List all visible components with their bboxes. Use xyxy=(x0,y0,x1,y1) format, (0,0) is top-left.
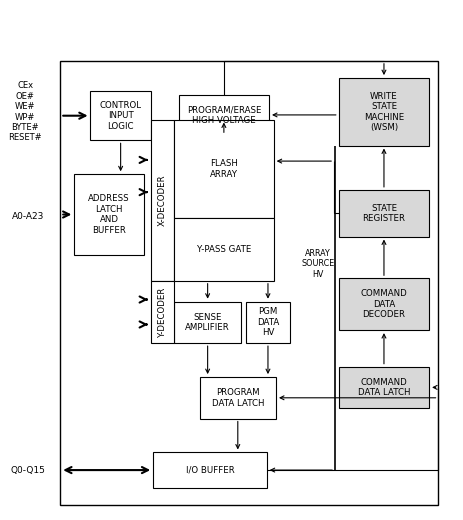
Text: X-DECODER: X-DECODER xyxy=(157,174,167,226)
Text: PROGRAM
DATA LATCH: PROGRAM DATA LATCH xyxy=(211,388,263,408)
Text: COMMAND
DATA LATCH: COMMAND DATA LATCH xyxy=(357,378,409,397)
Text: CEx
OE#
WE#
WP#
BYTE#
RESET#: CEx OE# WE# WP# BYTE# RESET# xyxy=(8,81,42,142)
Text: Y-DECODER: Y-DECODER xyxy=(157,287,167,337)
Bar xyxy=(150,281,174,343)
Bar xyxy=(178,95,269,135)
Text: COMMAND
DATA
DECODER: COMMAND DATA DECODER xyxy=(360,289,407,319)
Bar xyxy=(174,120,273,218)
Bar xyxy=(338,278,428,330)
Text: STATE
REGISTER: STATE REGISTER xyxy=(362,203,405,223)
Text: A0-A23: A0-A23 xyxy=(12,212,44,222)
Bar xyxy=(338,367,428,408)
Bar xyxy=(74,174,144,255)
Text: ARRAY
SOURCE
HV: ARRAY SOURCE HV xyxy=(301,249,334,279)
Text: Y-PASS GATE: Y-PASS GATE xyxy=(196,245,250,254)
Text: Q0-Q15: Q0-Q15 xyxy=(10,466,45,475)
Bar xyxy=(153,452,266,488)
Bar xyxy=(199,377,275,419)
Text: ADDRESS
LATCH
AND
BUFFER: ADDRESS LATCH AND BUFFER xyxy=(88,194,130,235)
Bar xyxy=(90,91,150,140)
Bar xyxy=(174,218,273,281)
Bar xyxy=(338,78,428,146)
Text: WRITE
STATE
MACHINE
(WSM): WRITE STATE MACHINE (WSM) xyxy=(363,92,403,132)
Text: PGM
DATA
HV: PGM DATA HV xyxy=(257,307,278,337)
Bar xyxy=(338,190,428,237)
Bar xyxy=(174,302,241,343)
Text: SENSE
AMPLIFIER: SENSE AMPLIFIER xyxy=(185,313,230,332)
Bar xyxy=(245,302,289,343)
Bar xyxy=(60,61,438,505)
Text: I/O BUFFER: I/O BUFFER xyxy=(185,465,234,475)
Text: PROGRAM/ERASE
HIGH VOLTAGE: PROGRAM/ERASE HIGH VOLTAGE xyxy=(186,105,261,125)
Text: FLASH
ARRAY: FLASH ARRAY xyxy=(209,159,238,179)
Bar xyxy=(150,120,174,281)
Text: CONTROL
INPUT
LOGIC: CONTROL INPUT LOGIC xyxy=(100,101,141,131)
